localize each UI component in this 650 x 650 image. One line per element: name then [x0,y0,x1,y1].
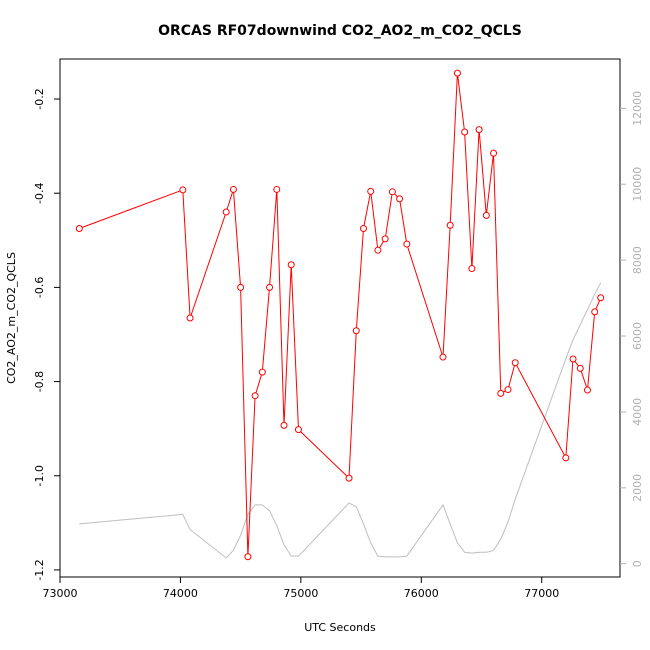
data-point [504,386,512,394]
x-tick-label: 77000 [524,587,559,600]
plot-frame [59,58,621,578]
y-tick-label: -0.8 [33,371,46,392]
x-axis-label: UTC Seconds [304,621,376,634]
data-point [359,225,367,233]
data-point [258,368,266,376]
data-point [468,265,476,273]
data-point [352,327,360,335]
data-point [222,208,230,216]
data-point [562,454,570,462]
data-point [461,128,469,136]
y-tick-label: -0.6 [33,277,46,298]
y2-tick-label: 0 [631,560,644,567]
x-axis: 73000 74000 75000 76000 77000 [43,577,559,600]
y2-tick-label: 2000 [631,474,644,502]
data-point [75,225,83,233]
data-point [482,211,490,219]
y2-tick-label: 10000 [631,167,644,202]
data-point [475,126,483,134]
x-tick-label: 76000 [404,587,439,600]
y2-tick-label: 12000 [631,91,644,126]
data-point [287,261,295,269]
data-point [266,283,274,291]
data-point [251,392,259,400]
data-point [374,246,382,254]
y2-tick-label: 6000 [631,322,644,350]
data-point [273,185,281,193]
data-point [576,364,584,372]
y-tick-label: -1.2 [33,559,46,580]
data-point [381,235,389,243]
data-point [497,389,505,397]
data-point [403,240,411,248]
data-point [511,359,519,367]
y2-tick-label: 8000 [631,246,644,274]
data-point [244,553,252,561]
x-tick-label: 74000 [163,587,198,600]
data-point [597,294,605,302]
data-point [388,188,396,196]
x-tick-label: 73000 [43,587,78,600]
data-point [345,474,353,482]
y2-axis-right: 0 2000 4000 6000 8000 10000 12000 [620,91,644,567]
chart-title: ORCAS RF07downwind CO2_AO2_m_CO2_QCLS [158,23,522,39]
series-line-1 [79,282,602,559]
y-axis-label: CO2_AO2_m_CO2_QCLS [5,252,18,384]
data-point [453,69,461,77]
data-point [186,314,194,322]
y-tick-label: -0.4 [33,182,46,203]
series-line-0 [79,73,602,557]
data-point [439,353,447,361]
y2-tick-label: 4000 [631,398,644,426]
data-point [237,283,245,291]
series-layer [75,69,605,561]
y-tick-label: -1.0 [33,465,46,486]
y-axis: -1.2 -1.0 -0.8 -0.6 -0.4 -0.2 [33,88,60,581]
x-tick-label: 75000 [283,587,318,600]
data-point [367,187,375,195]
data-point [569,355,577,363]
data-point [446,221,454,229]
data-point [591,308,599,316]
data-point [229,185,237,193]
data-point [583,386,591,394]
data-point [396,195,404,203]
data-point [294,426,302,434]
data-point [179,186,187,194]
y-tick-label: -0.2 [33,88,46,109]
data-point [490,149,498,157]
data-point [280,421,288,429]
